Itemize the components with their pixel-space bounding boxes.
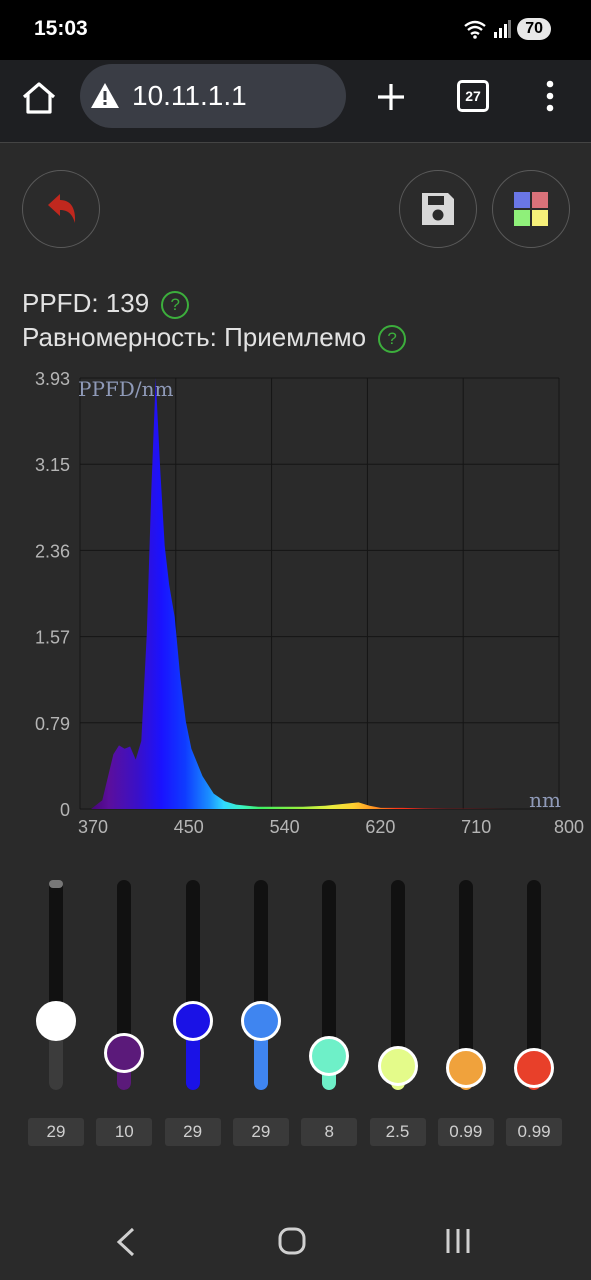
x-axis-label: nm — [529, 788, 561, 812]
y-tick-label: 2.36 — [35, 541, 70, 561]
spectrum-area — [91, 378, 559, 809]
slider-knob[interactable] — [104, 1033, 145, 1073]
ppfd-row: PPFD: 139? — [22, 288, 190, 320]
slider-value[interactable]: 29 — [232, 1118, 289, 1146]
new-tab-icon[interactable] — [376, 82, 406, 112]
x-tick-label: 800 — [554, 817, 584, 837]
signal-icon — [494, 20, 512, 38]
status-icons: 70 — [463, 18, 551, 40]
x-tick-label: 540 — [270, 817, 300, 837]
slider-value[interactable]: 8 — [301, 1118, 358, 1146]
uniformity-value: Равномерность: Приемлемо — [22, 322, 367, 352]
status-bar: 15:03 70 — [0, 0, 591, 60]
system-nav-bar — [0, 1200, 591, 1280]
warning-icon[interactable] — [90, 82, 120, 109]
slider-fill — [49, 880, 63, 888]
x-tick-label: 710 — [461, 817, 491, 837]
save-button[interactable] — [399, 170, 477, 248]
slider-track[interactable] — [458, 880, 473, 1090]
color-palette-button[interactable] — [492, 170, 570, 248]
channel-slider[interactable] — [377, 880, 418, 1092]
battery-indicator: 70 — [517, 18, 551, 40]
nav-back-icon[interactable] — [114, 1226, 138, 1258]
y-tick-label: 0.79 — [35, 714, 70, 734]
slider-knob[interactable] — [514, 1048, 555, 1089]
undo-icon — [48, 194, 76, 223]
slider-value[interactable]: 29 — [164, 1118, 221, 1146]
y-tick-label: 3.15 — [35, 455, 70, 475]
status-time: 15:03 — [34, 17, 88, 40]
slider-value[interactable]: 29 — [28, 1118, 84, 1146]
palette-icon — [514, 192, 548, 226]
slider-value[interactable]: 2.5 — [369, 1118, 426, 1146]
channel-slider[interactable] — [36, 880, 76, 1092]
more-menu-icon[interactable] — [540, 80, 560, 112]
channel-slider[interactable] — [172, 880, 213, 1092]
ppfd-help-icon[interactable]: ? — [161, 291, 190, 320]
nav-recents-icon[interactable] — [444, 1227, 472, 1255]
nav-home-icon[interactable] — [277, 1226, 307, 1256]
uniformity-help-icon[interactable]: ? — [378, 325, 407, 354]
uniformity-row: Равномерность: Приемлемо? — [22, 322, 407, 354]
slider-knob[interactable] — [240, 1000, 281, 1041]
channel-slider[interactable] — [240, 880, 281, 1092]
address-bar[interactable]: 10.11.1.1 — [80, 64, 346, 128]
slider-value[interactable]: 0.99 — [506, 1118, 563, 1146]
y-tick-label: 0 — [60, 800, 70, 820]
slider-knob[interactable] — [377, 1045, 418, 1086]
channel-slider[interactable] — [309, 880, 350, 1092]
x-tick-label: 450 — [174, 817, 204, 837]
y-tick-label: 1.57 — [35, 628, 70, 648]
channel-slider[interactable] — [514, 880, 555, 1092]
x-tick-label: 620 — [365, 817, 395, 837]
slider-knob[interactable] — [172, 1000, 213, 1041]
tab-count: 27 — [465, 88, 481, 104]
slider-value[interactable]: 0.99 — [437, 1118, 494, 1146]
slider-knob[interactable] — [36, 1000, 76, 1041]
back-button[interactable] — [22, 170, 100, 248]
ppfd-value: PPFD: 139 — [22, 288, 150, 318]
slider-track[interactable] — [527, 880, 542, 1090]
y-tick-label: 3.93 — [35, 369, 70, 389]
x-tick-label: 370 — [78, 817, 108, 837]
slider-knob[interactable] — [309, 1036, 350, 1077]
channel-slider[interactable] — [104, 880, 145, 1092]
browser-toolbar: 10.11.1.1 27 — [0, 60, 591, 143]
axis-ticks: 370 450 540 620 710 800 3.93 3.15 2.36 1.57 0.79 0 — [35, 369, 584, 837]
slider-knob[interactable] — [445, 1048, 486, 1089]
slider-track[interactable] — [390, 880, 405, 1090]
y-axis-label: PPFD/nm — [78, 377, 173, 401]
url-text: 10.11.1.1 — [132, 80, 247, 111]
tab-switcher[interactable]: 27 — [457, 80, 489, 112]
wifi-icon — [464, 20, 486, 39]
home-icon[interactable] — [20, 80, 58, 116]
floppy-disk-icon — [422, 193, 454, 225]
slider-value[interactable]: 10 — [96, 1118, 153, 1146]
channel-slider[interactable] — [445, 880, 486, 1092]
spectrum-chart: PPFD/nm nm 370 450 540 620 710 800 3.93 3.15 2.3… — [35, 369, 584, 837]
